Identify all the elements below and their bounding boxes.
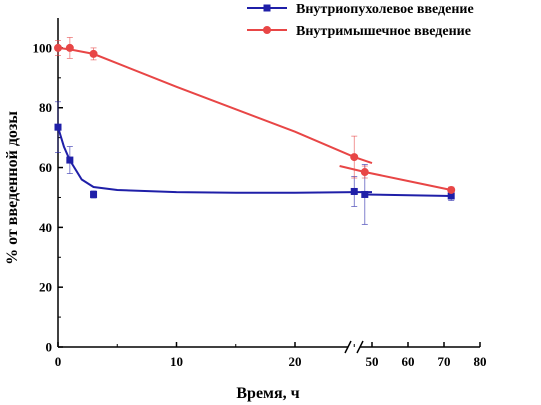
data-point-square bbox=[54, 123, 62, 131]
y-tick-label: 20 bbox=[39, 280, 52, 295]
y-tick-label: 40 bbox=[39, 220, 52, 235]
legend-label: Внутриопухолевое введение bbox=[296, 2, 474, 17]
y-tick-label: 80 bbox=[39, 100, 52, 115]
fit-curve-series-1 bbox=[57, 126, 372, 194]
fit-curves bbox=[57, 46, 452, 197]
x-tick-label: 80 bbox=[474, 354, 487, 369]
data-point-circle bbox=[54, 43, 62, 52]
y-tick-label: 0 bbox=[46, 340, 53, 355]
data-point-square bbox=[90, 190, 98, 198]
fit-curve-series-2 bbox=[57, 46, 373, 165]
y-tick-label: 100 bbox=[33, 40, 53, 55]
x-tick-label: 20 bbox=[289, 354, 302, 369]
axes: 0 20 40 60 80 100 0 10 20 50 60 70 80 bbox=[33, 18, 487, 369]
data-point-circle bbox=[89, 49, 98, 58]
x-tick-label: 60 bbox=[402, 354, 415, 369]
x-tick-label: 0 bbox=[55, 354, 62, 369]
axis-break-mark bbox=[344, 340, 352, 354]
x-tick-label: 50 bbox=[366, 354, 379, 369]
error-bars bbox=[55, 37, 455, 225]
x-tick-label: 70 bbox=[438, 354, 451, 369]
y-tick-label: 60 bbox=[39, 160, 52, 175]
data-point-square bbox=[361, 190, 369, 198]
data-point-square bbox=[350, 187, 358, 195]
data-point-square bbox=[447, 192, 455, 200]
data-point-circle bbox=[447, 185, 456, 194]
x-axis-title: Время, ч bbox=[236, 385, 299, 402]
data-markers bbox=[54, 43, 456, 200]
legend-marker-circle bbox=[263, 26, 271, 34]
legend-label: Внутримышечное введение bbox=[296, 24, 471, 39]
legend: Внутриопухолевое введение Внутримышечное … bbox=[247, 2, 474, 39]
legend-marker-square bbox=[263, 4, 271, 12]
data-point-square bbox=[66, 156, 74, 164]
axis-break-mark bbox=[356, 340, 364, 354]
fit-curve-series-2 bbox=[339, 165, 452, 191]
data-point-circle bbox=[350, 153, 359, 162]
data-point-circle bbox=[360, 168, 369, 177]
y-axis-title: % от введенной дозы bbox=[4, 111, 21, 265]
fit-curve-series-1 bbox=[364, 193, 452, 197]
data-point-circle bbox=[65, 43, 74, 52]
x-tick-label: 10 bbox=[170, 354, 183, 369]
